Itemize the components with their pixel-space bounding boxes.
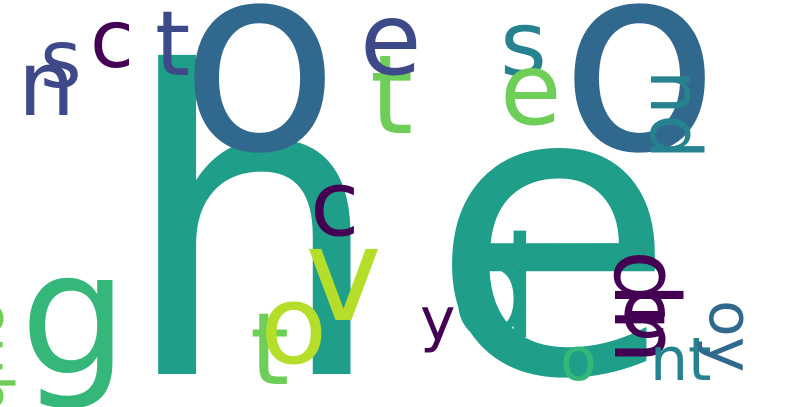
- cloud-word: t: [250, 291, 290, 407]
- cloud-word: o: [560, 0, 720, 211]
- cloud-word: oy: [695, 300, 765, 373]
- cloud-word: e: [620, 263, 670, 356]
- cloud-word: v: [305, 199, 382, 351]
- cloud-word: t: [370, 31, 414, 159]
- cloud-word: o: [260, 261, 328, 389]
- cloud-word: h: [120, 0, 387, 407]
- cloud-word: nt: [650, 325, 712, 395]
- cloud-word: e: [360, 0, 422, 98]
- cloud-word: o: [560, 325, 597, 395]
- cloud-word: nd: [634, 70, 716, 159]
- cloud-word: c: [90, 0, 134, 86]
- cloud-word: ouh: [0, 300, 25, 407]
- cloud-word: c: [310, 152, 360, 257]
- cloud-word: g: [20, 216, 128, 407]
- cloud-word: e: [430, 2, 677, 407]
- cloud-word: e: [500, 31, 562, 148]
- cloud-word: t: [155, 0, 191, 97]
- cloud-word: o: [180, 0, 340, 211]
- cloud-word: n: [18, 32, 76, 137]
- cloud-word: s: [500, 0, 547, 97]
- cloud-word: y: [420, 285, 456, 355]
- cloud-word: s: [40, 13, 82, 106]
- cloud-word: d: [450, 208, 539, 371]
